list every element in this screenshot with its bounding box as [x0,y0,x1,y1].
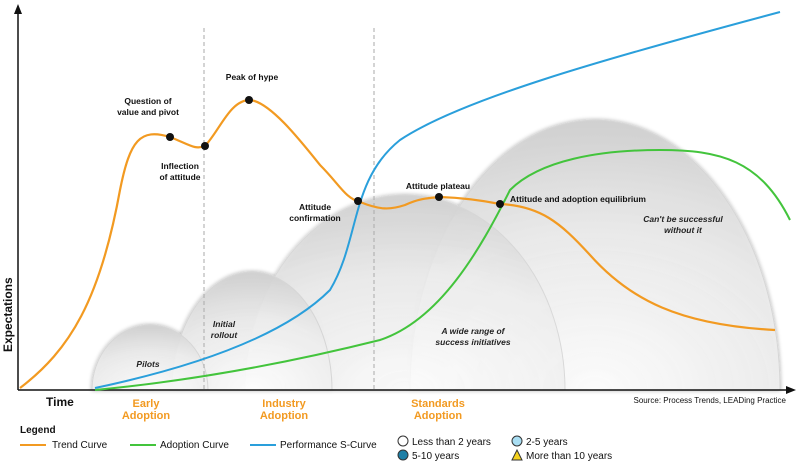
source-credit: Source: Process Trends, LEADing Practice [633,396,786,405]
annotation-question-line1: Question of [124,96,171,106]
phase-standards-line1: Standards [411,398,465,410]
legend-performance-label: Performance S-Curve [280,440,377,451]
annotation-confirmation-line2: confirmation [289,213,340,223]
milestone-dots [166,96,504,208]
equilibrium-dot [496,200,504,208]
legend-5-10-icon [397,449,409,461]
legend-less-than-2-label: Less than 2 years [412,437,491,448]
legend-adoption-label: Adoption Curve [160,440,229,451]
axes [14,4,796,394]
legend-5-10-label: 5-10 years [412,451,459,462]
phase-industry-line2: Adoption [260,410,309,422]
question-dot [166,133,174,141]
legend: Legend Trend Curve Adoption Curve Perfor… [20,425,612,462]
legend-less-than-2-icon [397,435,409,447]
trend-curve [19,98,776,389]
annotation-plateau: Attitude plateau [406,181,470,191]
annotation-inflection-line1: Inflection [161,161,199,171]
dome-label-wide-range-line2: success initiatives [435,337,510,347]
dome-label-initial-rollout-line1: Initial [213,319,236,329]
x-axis-label: Time [46,395,74,409]
annotation-peak: Peak of hype [226,72,279,82]
annotation-confirmation-line1: Attitude [299,202,331,212]
confirmation-dot [354,197,362,205]
inflection-dot [201,142,209,150]
phase-early-line2: Adoption [122,410,171,422]
dome-label-initial-rollout-line2: rollout [211,330,239,340]
y-axis-arrow-icon [14,4,22,14]
legend-more-than-10-icon [511,448,523,461]
peak-dot [245,96,253,104]
phase-early-line1: Early [133,398,161,410]
phase-industry-line1: Industry [262,398,306,410]
performance-s-curve [94,11,781,389]
legend-title: Legend [20,425,56,436]
y-axis-label: Expectations [1,277,15,352]
dome-label-wide-range-line1: A wide range of [441,326,506,336]
domes [91,119,781,391]
phase-standards-line2: Adoption [414,410,463,422]
annotation-equilibrium: Attitude and adoption equilibrium [510,194,646,204]
dome-label-cant-succeed-line1: Can't be successful [643,214,723,224]
plateau-dot [435,193,443,201]
dome-label-cant-succeed-line2: without it [664,225,703,235]
annotation-inflection-line2: of attitude [159,172,200,182]
adoption-curve [94,148,791,391]
dome-label-pilots: Pilots [136,359,159,369]
legend-2-5-label: 2-5 years [526,437,568,448]
legend-2-5-icon [511,435,523,447]
legend-more-than-10-label: More than 10 years [526,451,612,462]
annotation-question-line2: value and pivot [117,107,179,117]
x-axis-arrow-icon [786,386,796,394]
legend-trend-label: Trend Curve [52,440,108,451]
